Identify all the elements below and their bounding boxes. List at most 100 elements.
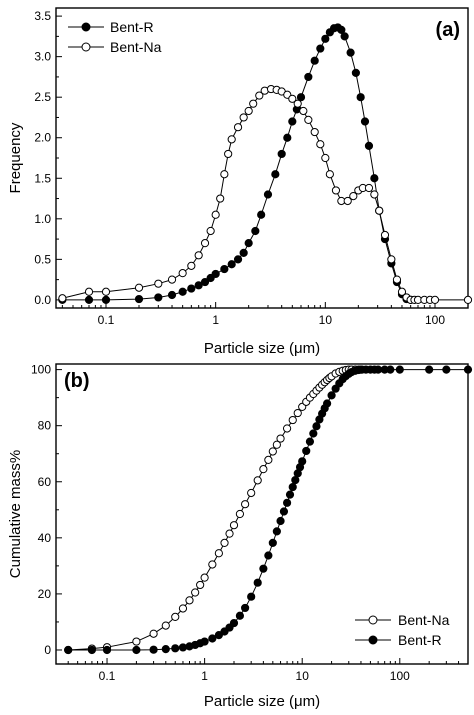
panel-a-bent-na-point bbox=[316, 140, 325, 149]
panel-b-y-tick-label: 40 bbox=[38, 531, 52, 545]
panel-b-bent-na-point bbox=[225, 529, 234, 538]
panel-a-y-tick-label: 1.5 bbox=[34, 171, 51, 185]
panel-b-bent-r-point bbox=[178, 643, 188, 652]
panel-a-bent-r-point bbox=[271, 170, 280, 179]
panel-b-bent-r-point bbox=[161, 645, 170, 654]
panel-a-bent-r-point bbox=[154, 293, 163, 302]
panel-a-bent-na-point bbox=[370, 190, 379, 199]
panel-a-bent-na-point bbox=[321, 153, 330, 163]
panel-b-bent-na-point bbox=[185, 596, 194, 605]
panel-b-bent-na-point bbox=[293, 408, 302, 418]
panel-a-bent-r-point bbox=[351, 68, 360, 77]
panel-a-bent-na-point bbox=[216, 194, 225, 203]
panel-b-bent-r-point bbox=[229, 618, 239, 628]
panel-b-bent-na-point bbox=[241, 500, 250, 509]
panel-b-y-tick-label: 0 bbox=[44, 643, 51, 657]
panel-a-bent-na-point bbox=[430, 295, 440, 304]
panel-b-bent-r-point bbox=[442, 365, 451, 374]
panel-a-bent-r-point bbox=[211, 269, 220, 279]
panel-a-bent-na-point bbox=[310, 127, 319, 137]
panel-a-bent-r-point bbox=[310, 56, 319, 65]
panel-b-bent-na-point bbox=[132, 637, 141, 646]
panel-a-series bbox=[58, 23, 473, 304]
panel-b-legend-item-2: Bent-R bbox=[355, 632, 442, 648]
panel-b-bent-r-point bbox=[395, 365, 404, 374]
panel-b: 0.1 1 10 100 0 20 40 60 80 100 (b) Particle size … bbox=[7, 363, 473, 710]
panel-b-bent-r-point bbox=[288, 482, 297, 492]
panel-b-bent-na-point bbox=[282, 424, 292, 433]
panel-b-bent-r-point bbox=[200, 637, 209, 646]
panel-b-bent-r-point bbox=[302, 446, 311, 456]
panel-a-bent-na-point bbox=[233, 123, 243, 132]
panel-b-x-tick-label: 0.1 bbox=[99, 669, 116, 683]
panel-b-bent-r-point bbox=[241, 603, 250, 613]
panel-a-x-axis-label: Particle size (μm) bbox=[204, 340, 320, 357]
panel-a-bent-na-point bbox=[463, 295, 473, 304]
panel-a-bent-r-point bbox=[346, 48, 355, 57]
panel-a-bent-r-point bbox=[84, 295, 94, 304]
panel-a-bent-r-point bbox=[340, 32, 349, 41]
panel-b-bent-na-point bbox=[229, 521, 239, 530]
panel-b-legend-marker-1 bbox=[368, 615, 378, 625]
panel-a-bent-na-point bbox=[194, 251, 203, 260]
panel-b-y-tick-label: 60 bbox=[38, 475, 52, 489]
panel-b-tag: (b) bbox=[64, 370, 90, 392]
panel-a-bent-r-point bbox=[178, 287, 187, 296]
panel-a-bent-r-point bbox=[304, 72, 313, 82]
panel-a-bent-na-point bbox=[364, 183, 374, 193]
panel-a-legend-marker-1 bbox=[81, 22, 91, 32]
panel-b-bent-r-point bbox=[253, 578, 262, 587]
panel-a-legend: Bent-R Bent-Na bbox=[68, 19, 162, 55]
panel-a-bent-na-point bbox=[375, 206, 384, 215]
panel-a-ticks bbox=[56, 15, 469, 308]
panel-a-tick-labels: 0.1 1 10 100 0.0 0.5 1.0 1.5 2.0 2.5 3.0 3.5 bbox=[34, 9, 445, 327]
panel-a-bent-na-point bbox=[58, 294, 67, 303]
panel-b-bent-r-point bbox=[386, 365, 395, 374]
panel-a-bent-na-point bbox=[167, 275, 177, 284]
panel-b-bent-r-point bbox=[268, 538, 277, 547]
panel-a-bent-na-point bbox=[293, 99, 302, 108]
panel-b-bent-r-point bbox=[276, 516, 285, 526]
panel-a-bent-r-point bbox=[187, 284, 196, 293]
panel-a-y-axis-label: Frequency bbox=[7, 122, 24, 193]
panel-a-legend-item-1: Bent-R bbox=[68, 19, 154, 35]
panel-b-series bbox=[64, 365, 473, 655]
panel-b-x-axis-label: Particle size (μm) bbox=[204, 693, 320, 710]
panel-a-bent-na-point bbox=[154, 279, 163, 288]
panel-a-y-tick-label: 0.0 bbox=[34, 293, 51, 307]
panel-b-bent-r-point bbox=[291, 475, 300, 485]
panel-b-bent-na-point bbox=[272, 440, 281, 449]
panel-a: 0.1 1 10 100 0.0 0.5 1.0 1.5 2.0 2.5 3.0 3.5 (a) Pa… bbox=[7, 7, 473, 357]
panel-a-y-tick-label: 2.0 bbox=[34, 131, 51, 145]
panel-a-bent-na-point bbox=[134, 283, 144, 292]
panel-a-bent-r-point bbox=[283, 133, 292, 142]
panel-b-y-tick-label: 20 bbox=[38, 587, 52, 601]
panel-a-bent-na-point bbox=[255, 91, 264, 100]
panel-a-bent-na-point bbox=[206, 226, 215, 236]
panel-b-tick-labels: 0.1 1 10 100 0 20 40 60 80 100 bbox=[31, 363, 410, 683]
panel-a-bent-na-point bbox=[343, 196, 352, 206]
panel-a-bent-na-point bbox=[288, 94, 297, 103]
panel-b-bent-na-point bbox=[208, 560, 217, 569]
panel-b-legend-label-2: Bent-R bbox=[398, 632, 442, 648]
panel-a-bent-r-point bbox=[101, 295, 111, 304]
panel-b-bent-na-point bbox=[161, 621, 170, 630]
panel-b-bent-r-point bbox=[235, 611, 245, 620]
panel-b-legend-label-1: Bent-Na bbox=[398, 612, 450, 628]
panel-a-bent-r-point bbox=[288, 117, 297, 126]
panel-b-x-tick-label: 10 bbox=[296, 669, 310, 683]
panel-b-frame bbox=[55, 363, 469, 665]
panel-b-bent-na-point bbox=[196, 580, 205, 590]
panel-b-legend-item-1: Bent-Na bbox=[355, 612, 450, 628]
panel-b-bent-na-point bbox=[288, 415, 297, 425]
panel-b-ticks bbox=[55, 369, 469, 664]
panel-b-bent-r-point bbox=[87, 645, 97, 655]
panel-b-bent-r-point bbox=[171, 644, 180, 653]
panel-a-bent-r-point bbox=[360, 117, 370, 126]
panel-b-bent-r-point bbox=[323, 399, 332, 408]
panel-b-bent-r-point bbox=[312, 422, 321, 431]
panel-b-legend: Bent-Na Bent-R bbox=[355, 612, 450, 648]
panel-b-y-axis-label: Cumulative mass% bbox=[7, 450, 24, 578]
panel-a-bent-r-point bbox=[251, 226, 260, 236]
panel-b-bent-na-point bbox=[149, 629, 158, 638]
